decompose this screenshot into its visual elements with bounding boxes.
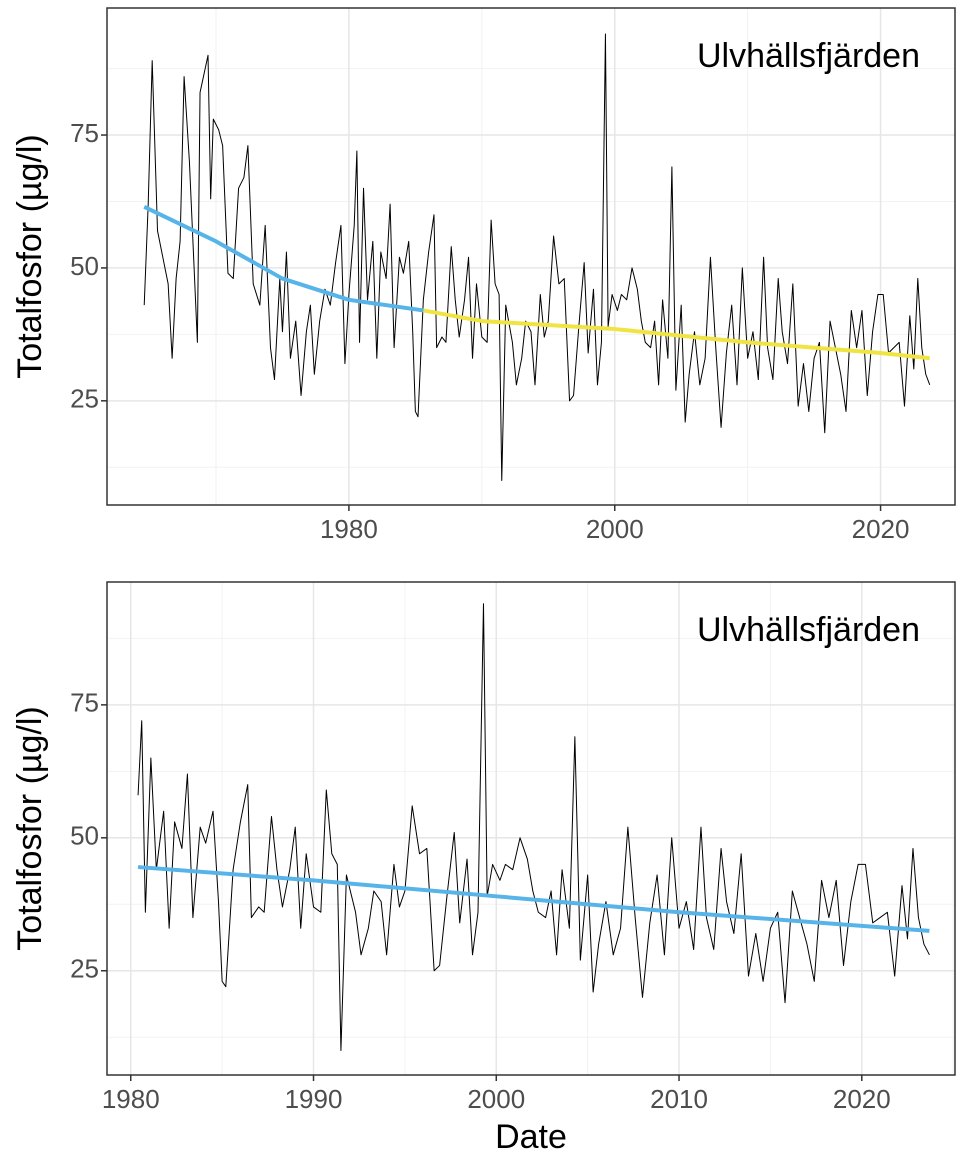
x-tick-label: 2020 (833, 1084, 891, 1114)
y-axis-title: Totalfosfor (µg/l) (11, 706, 49, 950)
y-tick-label: 25 (70, 384, 99, 414)
panel-border (106, 7, 956, 506)
x-tick-label: 2000 (586, 514, 644, 544)
y-tick-label: 75 (70, 118, 99, 148)
annotation: Ulvhällsfjärden (697, 611, 920, 649)
annotation: Ulvhällsfjärden (697, 37, 920, 75)
x-tick-label: 1980 (102, 1084, 160, 1114)
x-tick-label: 2000 (467, 1084, 525, 1114)
y-axis-title: Totalfosfor (µg/l) (11, 134, 49, 378)
series-line (422, 308, 930, 361)
x-tick-label: 1980 (320, 514, 378, 544)
series-line (143, 204, 424, 313)
y-tick-label: 50 (70, 251, 99, 281)
panel-border (106, 581, 956, 1076)
x-tick-label: 1990 (285, 1084, 343, 1114)
y-tick-label: 75 (70, 688, 99, 718)
series-line (143, 33, 931, 482)
series-line (137, 865, 930, 933)
x-tick-label: 2020 (852, 514, 910, 544)
y-tick-label: 50 (70, 821, 99, 851)
series-line (137, 603, 930, 1052)
y-tick-label: 25 (70, 954, 99, 984)
x-axis-title: Date (495, 1118, 567, 1156)
x-tick-label: 2010 (650, 1084, 708, 1114)
